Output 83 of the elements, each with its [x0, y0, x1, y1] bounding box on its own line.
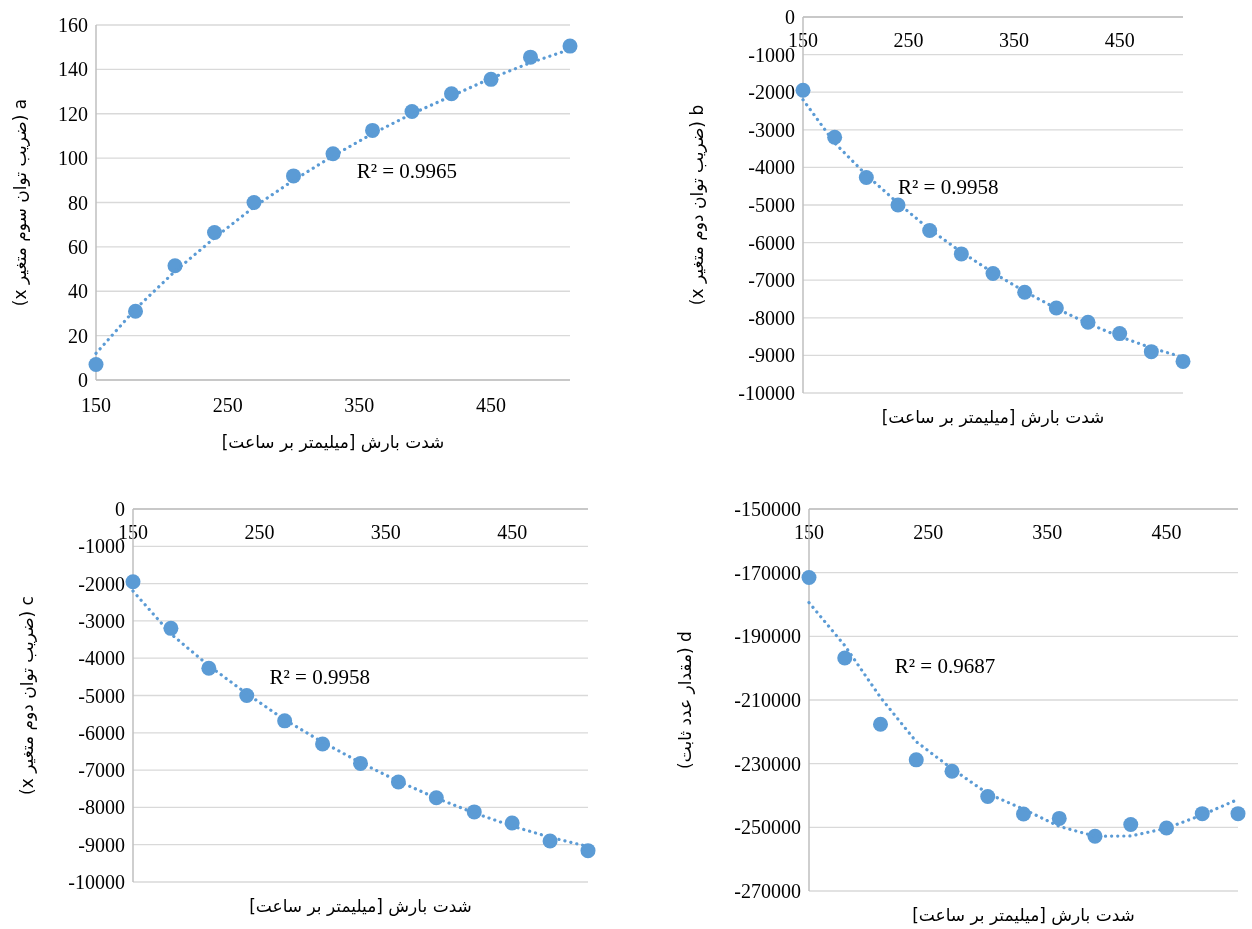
y-tick-label: 0 — [115, 498, 125, 520]
point — [1051, 810, 1067, 826]
y-axis-title: a (ضریب توان سوم متغیر x) — [10, 98, 30, 307]
y-tick-label: 0 — [78, 369, 88, 391]
y-tick-label: 80 — [68, 191, 88, 214]
point — [1112, 326, 1128, 342]
point — [580, 843, 596, 859]
point — [1175, 353, 1191, 369]
point — [125, 574, 141, 590]
point — [1017, 284, 1033, 300]
point — [365, 122, 380, 138]
y-tick-label: -250000 — [734, 816, 801, 839]
x-tick-label: 350 — [344, 394, 375, 416]
y-tick-label: 0 — [785, 6, 795, 28]
y-tick-label: 20 — [68, 324, 88, 347]
x-tick-label: 350 — [370, 521, 401, 543]
x-tick-label: 250 — [212, 394, 243, 416]
point — [1123, 816, 1139, 832]
y-tick-label: -270000 — [734, 880, 801, 902]
y-tick-label: -6000 — [78, 721, 125, 744]
x-tick-label: 350 — [999, 29, 1030, 51]
annotation: R² = 0.9965 — [356, 158, 458, 183]
y-tick-label: -7000 — [78, 759, 125, 782]
y-tick-label: -8000 — [748, 306, 795, 329]
y-axis-title: c (ضریب توان دوم متغیر x) — [17, 596, 37, 795]
y-tick-label: -230000 — [734, 752, 801, 775]
y-tick-label: -150000 — [734, 498, 801, 520]
point — [1230, 806, 1246, 822]
y-tick-label: 40 — [68, 280, 88, 303]
x-tick-label: 450 — [497, 521, 528, 543]
x-tick-label: 450 — [1104, 29, 1135, 51]
y-tick-label: -7000 — [748, 269, 795, 292]
y-tick-label: -210000 — [734, 689, 801, 711]
x-tick-label: 450 — [476, 394, 506, 416]
x-axis-title: شدت بارش [میلیمتر بر ساعت] — [881, 407, 1105, 427]
point — [562, 38, 578, 54]
x-tick-label: 150 — [81, 394, 111, 416]
y-tick-label: -9000 — [78, 833, 125, 856]
annotation: R² = 0.9687 — [894, 654, 996, 679]
y-tick-label: -3000 — [748, 118, 795, 141]
point — [873, 716, 888, 732]
y-tick-label: -170000 — [734, 561, 801, 584]
point — [801, 569, 817, 585]
y-tick-label: 160 — [58, 14, 88, 36]
x-tick-label: 450 — [1151, 521, 1182, 543]
y-tick-label: 120 — [58, 102, 88, 125]
annotation: R² = 0.9958 — [898, 174, 999, 199]
y-tick-label: -5000 — [748, 194, 795, 216]
x-tick-label: 250 — [893, 29, 924, 51]
point — [837, 650, 853, 666]
x-tick-label: 250 — [244, 521, 275, 543]
x-tick-label: 250 — [913, 521, 944, 543]
point — [1143, 344, 1159, 360]
y-tick-label: -3000 — [78, 609, 125, 632]
point — [523, 49, 538, 65]
y-tick-label: -4000 — [78, 647, 125, 670]
x-axis-title: شدت بارش [میلیمتر بر ساعت] — [221, 432, 445, 452]
y-tick-label: -190000 — [734, 625, 801, 648]
y-tick-label: -10000 — [68, 871, 125, 893]
y-tick-label: -5000 — [78, 684, 125, 707]
y-tick-label: -9000 — [748, 344, 795, 367]
point — [207, 224, 222, 240]
point — [858, 170, 874, 186]
point — [795, 82, 811, 98]
y-tick-label: 100 — [58, 147, 88, 170]
y-tick-label: -8000 — [78, 796, 125, 819]
y-axis-title: b (ضریب توان دوم متغیر x) — [687, 104, 707, 306]
x-axis-title: شدت بارش [میلیمتر بر ساعت] — [912, 905, 1135, 925]
x-tick-label: 350 — [1032, 521, 1063, 543]
point — [88, 356, 104, 372]
x-tick-label: 150 — [794, 521, 824, 543]
annotation: R² = 0.9958 — [269, 665, 370, 690]
y-tick-label: 140 — [58, 58, 88, 81]
point — [908, 752, 924, 768]
y-axis-title: d (مقدار عدد ثابت) — [675, 631, 695, 769]
y-tick-label: -6000 — [748, 231, 795, 254]
point — [980, 788, 996, 804]
y-tick-label: -2000 — [78, 572, 125, 595]
y-tick-label: -2000 — [748, 81, 795, 104]
y-tick-label: -10000 — [738, 382, 795, 404]
x-axis-title: شدت بارش [میلیمتر بر ساعت] — [249, 896, 472, 916]
y-tick-label: -4000 — [748, 156, 795, 179]
y-tick-label: 60 — [68, 235, 88, 258]
